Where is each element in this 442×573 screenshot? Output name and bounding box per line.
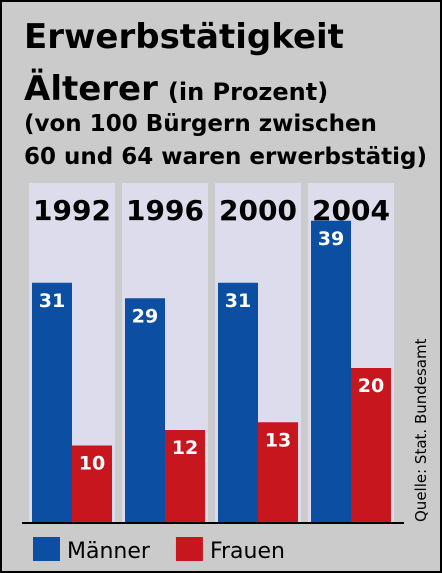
bar	[258, 422, 298, 523]
value-label: 13	[265, 429, 291, 451]
subtitle: 60 und 64 waren erwerbstätig)	[24, 144, 427, 170]
bar	[125, 298, 165, 523]
unit-note: (in Prozent)	[168, 78, 328, 106]
value-label: 10	[79, 453, 105, 475]
legend-label: Männer	[67, 539, 151, 564]
legend-swatch	[175, 537, 203, 561]
x-tick-label: 1992	[33, 194, 111, 227]
bar	[311, 220, 351, 523]
bar	[165, 430, 205, 523]
chart-title: Älterer	[24, 68, 158, 109]
value-label: 20	[358, 375, 384, 397]
chart-title: Älterer (in Prozent)	[24, 68, 328, 109]
x-tick-label: 2000	[219, 194, 297, 227]
value-label: 12	[172, 437, 198, 459]
bar	[351, 368, 391, 523]
subtitle: (von 100 Bürgern zwischen	[24, 111, 377, 137]
legend-label: Frauen	[210, 539, 285, 564]
value-label: 39	[318, 228, 344, 250]
source: Quelle: Stat. Bundesamt	[412, 338, 430, 522]
value-label: 31	[39, 290, 65, 312]
value-label: 29	[132, 305, 158, 327]
bar	[72, 445, 112, 523]
bar	[32, 282, 72, 523]
legend-swatch	[33, 537, 60, 561]
x-tick-label: 1996	[126, 194, 204, 227]
chart-title: Erwerbstätigkeit	[24, 17, 344, 57]
value-label: 31	[225, 290, 251, 312]
bar	[218, 282, 258, 523]
